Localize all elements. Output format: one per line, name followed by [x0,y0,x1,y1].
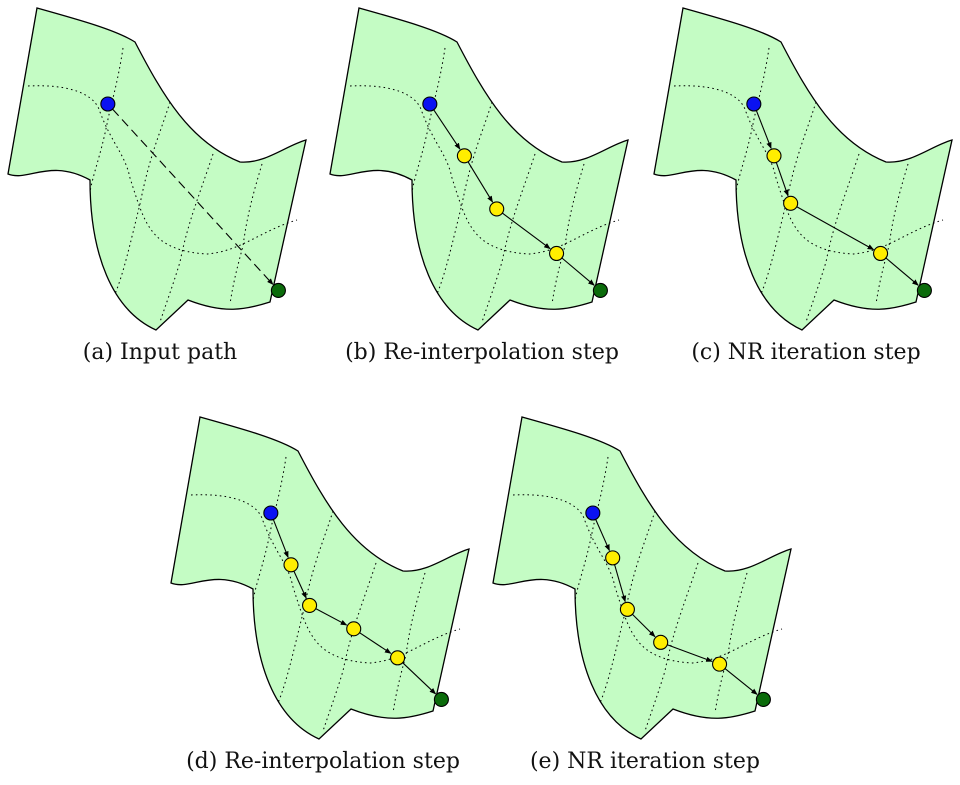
caption-b: (b) Re-interpolation step [345,340,619,365]
caption-c: (c) NR iteration step [691,340,921,365]
surface-patch [7,7,307,331]
path-segment [885,257,919,286]
isoparametric-curve-2 [411,47,446,193]
intermediate-node [766,148,782,164]
path-segment [359,632,392,654]
path-segment [561,257,595,286]
start-node [746,96,762,112]
caption-a: (a) Input path [82,340,238,365]
surface-diagram-d [170,416,470,740]
path-segment [775,162,789,197]
end-node [916,282,932,298]
caption-e: (e) NR iteration step [529,749,761,774]
intermediate-node [283,557,299,573]
isoparametric-curve-2 [252,456,287,602]
isoparametric-curve-3 [114,101,171,295]
path-segment [631,613,656,638]
path-segment [667,644,713,662]
intermediate-node [302,597,318,613]
intermediate-node [390,650,406,666]
surface-patch [329,7,629,331]
path-segment [315,608,348,626]
path-segment [502,212,551,250]
panel-e-nr-iteration: (e) NR iteration step [485,413,805,785]
intermediate-node [783,195,799,211]
surface-diagram-c [653,7,953,331]
path-segment [595,519,610,552]
path-segment [293,570,307,599]
path-segment [433,109,461,150]
start-node [422,96,438,112]
intermediate-node [653,634,669,650]
isoparametric-curve-2 [574,456,609,602]
isoparametric-curve-3 [436,101,493,295]
isoparametric-curve-2 [735,47,770,193]
intermediate-node [346,621,362,637]
end-node [755,691,771,707]
surface-patch [170,416,470,740]
panel-d-reinterpolation: (d) Re-interpolation step [163,413,483,785]
end-node [270,282,286,298]
intermediate-node [619,601,635,617]
panel-a-input-path: (a) Input path [0,4,320,376]
start-node [100,96,116,112]
path-segment [724,668,758,695]
start-node [585,505,601,521]
intermediate-node [712,656,728,672]
start-node [263,505,279,521]
end-node [592,282,608,298]
intermediate-node [873,245,889,262]
surface-patch [653,7,953,331]
path-segment [755,110,772,149]
path-segment [402,662,437,695]
path-segment [614,564,627,603]
caption-d: (d) Re-interpolation step [186,749,460,774]
surface-diagram-e [492,416,792,740]
panel-c-nr-iteration: (c) NR iteration step [646,4,960,376]
panel-b-reinterpolation: (b) Re-interpolation step [322,4,642,376]
surface-diagram-a [7,7,307,331]
isoparametric-curve-2 [89,47,124,193]
intermediate-node [489,201,505,217]
isoparametric-curve-3 [277,510,334,704]
path-segment [112,108,274,286]
surface-diagram-b [329,7,629,331]
path-segment [467,161,494,203]
path-segment [796,206,875,251]
intermediate-node [456,148,472,164]
intermediate-node [605,550,621,566]
intermediate-node [549,245,565,262]
path-segment [272,519,289,558]
surface-patch [492,416,792,740]
end-node [433,691,449,707]
